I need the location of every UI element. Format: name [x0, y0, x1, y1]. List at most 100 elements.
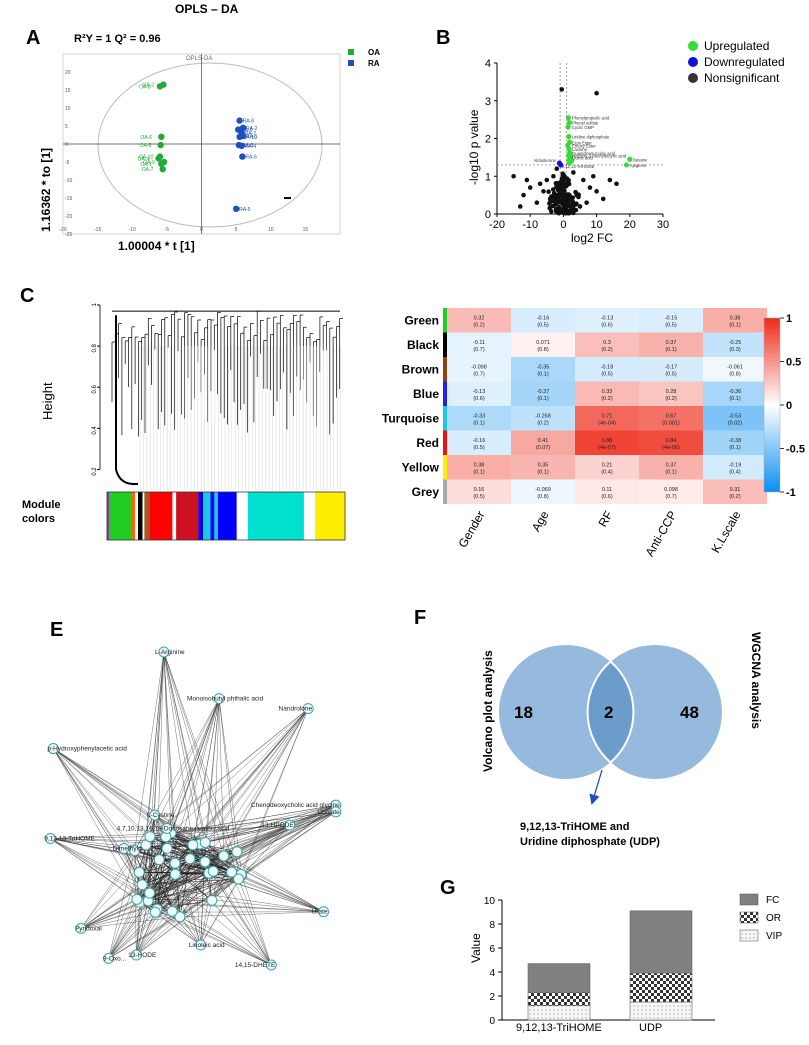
- network-edge: [148, 824, 290, 901]
- ns-point: [551, 173, 556, 179]
- col-label: Gender: [455, 509, 487, 551]
- network-node: [149, 906, 161, 918]
- point-label: OA-2: [142, 83, 154, 89]
- y-axis-label: -log10 p value: [467, 109, 481, 185]
- network-edge: [80, 911, 156, 929]
- cell-value: 0.11: [602, 487, 612, 493]
- y-tick-label: 0: [485, 209, 491, 221]
- data-point: [232, 205, 240, 212]
- heatmap-cell: [511, 381, 575, 406]
- cell-pvalue: (0.5): [665, 371, 676, 377]
- y-tick-label: 15: [65, 88, 71, 94]
- x-tick-label: 10: [268, 227, 274, 233]
- row-color-swatch: [443, 381, 447, 406]
- point-annotation: Ethoxy Ester: [572, 143, 596, 148]
- ns-point: [587, 185, 593, 190]
- heatmap-cell: [511, 332, 575, 357]
- heatmap-row-labels: Green Black Brown Blue Turquoise Red Yellow Gre…: [382, 308, 447, 504]
- network-edge: [238, 878, 272, 966]
- module-color-bar: [106, 491, 346, 541]
- node-label: Cholate: [317, 809, 340, 816]
- cell-value: -0.18: [601, 364, 614, 370]
- network-node: [233, 873, 245, 885]
- axes-group: 0.2 0.4 0.6 0.8 1: [92, 302, 101, 476]
- ns-point: [554, 166, 560, 171]
- cell-value: -0.53: [729, 413, 742, 419]
- network-edge: [53, 748, 206, 843]
- cell-pvalue: (0.5): [665, 322, 676, 328]
- row-color-swatch: [443, 308, 447, 333]
- network-edge: [179, 708, 309, 917]
- heatmap-cell: [511, 455, 575, 480]
- venn-right-count: 48: [680, 703, 699, 722]
- heatmap-cell: [703, 455, 767, 480]
- module-segment: [144, 492, 151, 540]
- cell-value: 0.071: [536, 340, 550, 346]
- network-edge: [136, 912, 156, 956]
- network-edge: [223, 855, 324, 912]
- figure-top-title: OPLS – DA: [175, 2, 239, 16]
- heatmap-cell: [447, 430, 511, 455]
- bar-segment: [527, 963, 591, 993]
- ns-point: [554, 200, 560, 205]
- point-label: OA-8: [139, 84, 151, 90]
- x-tick-label: 10: [590, 219, 602, 231]
- module-segment: [135, 492, 139, 540]
- point-annotation: Betaine: [633, 157, 648, 162]
- cell-value: -0.15: [665, 315, 678, 321]
- cell-value: 0.84: [666, 438, 677, 444]
- point-label: RA-7: [245, 131, 257, 137]
- row-color-swatch: [443, 455, 447, 480]
- heatmap-cell: [511, 406, 575, 431]
- ns-point: [614, 181, 619, 187]
- y-tick-label: 0: [489, 1016, 495, 1027]
- ns-point: [559, 193, 564, 199]
- point-label: RA-4: [245, 144, 257, 150]
- point-label: RA-6: [245, 155, 257, 161]
- legend-label-oa: OA: [368, 48, 380, 57]
- node-label: 14,15-DHETE: [235, 962, 276, 969]
- network-node: [213, 693, 225, 705]
- node-label: Urate: [312, 909, 328, 916]
- x-tick-label: -5: [165, 227, 170, 233]
- cell-value: 0.28: [666, 389, 677, 395]
- venn-overlap-count: 2: [604, 703, 613, 722]
- network-node: [330, 806, 342, 818]
- data-point: [160, 158, 168, 166]
- row-label: Brown: [402, 362, 439, 376]
- y-tick-label: 4: [485, 58, 491, 70]
- node-label: 9-Oxo...: [103, 955, 126, 962]
- network-node: [206, 894, 218, 906]
- panel-b: B -20 -10 0 10 20 30 0 1 2 3 4 Phenylpropiolic aci…: [436, 27, 785, 245]
- heatmap-cell: [703, 357, 767, 382]
- cell-pvalue: (0.1): [665, 347, 676, 353]
- network-edge: [172, 872, 210, 912]
- data-point: [239, 153, 246, 160]
- node-label: L-Cystine: [147, 812, 175, 819]
- heatmap-cell: [703, 332, 767, 357]
- panel-c-heatmap: 0.32(0.2)-0.16(0.5)-0.13(0.6)-0.15(0.5)0…: [382, 308, 805, 559]
- network-node: [184, 853, 196, 865]
- network-node: [158, 646, 170, 658]
- point-annotation: Apigenin: [630, 163, 647, 168]
- legend-label-up: Upregulated: [704, 39, 769, 53]
- up-point: [566, 120, 572, 126]
- y-tick-label: -20: [65, 214, 72, 220]
- heatmap-cell: [575, 455, 639, 480]
- network-node: [118, 842, 130, 854]
- heatmap-cell: [639, 406, 703, 431]
- network-node: [153, 854, 165, 866]
- ns-point: [517, 204, 523, 209]
- network-node: [75, 922, 87, 934]
- cell-value: -0.35: [537, 364, 550, 370]
- cell-value: 0.38: [474, 462, 485, 468]
- heatmap-cell: [575, 308, 639, 333]
- network-edge: [80, 850, 135, 929]
- cell-value: 0.098: [664, 487, 678, 493]
- heatmap-cell: [447, 455, 511, 480]
- network-edge: [213, 824, 290, 872]
- ns-point: [560, 179, 566, 185]
- heatmap-cell: [575, 479, 639, 504]
